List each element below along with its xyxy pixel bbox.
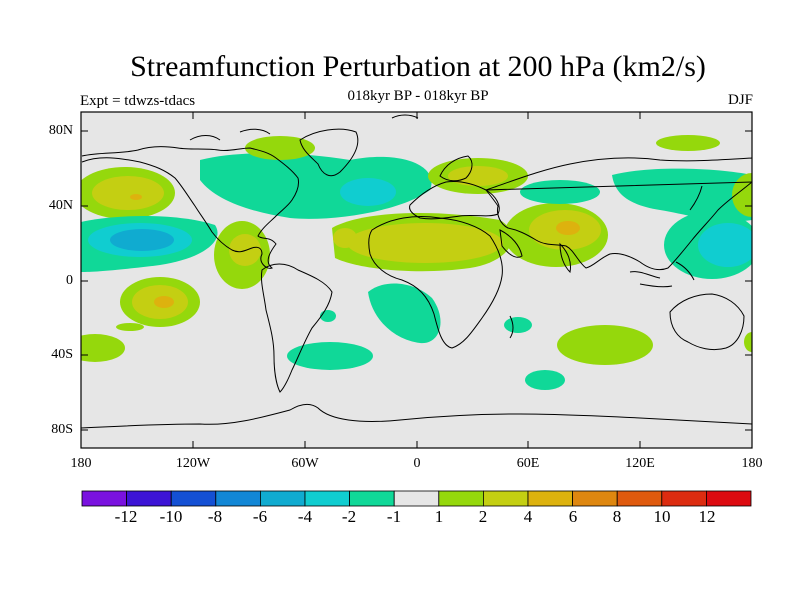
- colorbar-box: [527, 490, 573, 507]
- contour-fields: [81, 135, 752, 390]
- colorbar-label: -12: [114, 507, 138, 526]
- colorbar-label: 2: [478, 507, 488, 526]
- lon-label-60e: 60E: [516, 456, 540, 471]
- colorbar-box: [661, 490, 707, 507]
- colorbar-label: 10: [653, 507, 671, 526]
- colorbar-label: -6: [252, 507, 268, 526]
- lat-label-80s: 80S: [51, 422, 73, 437]
- colorbar-box: [572, 490, 618, 507]
- colorbar: [81, 490, 752, 507]
- contour-indian: [557, 325, 653, 365]
- colorbar-box: [259, 490, 306, 507]
- colorbar-label: 12: [698, 507, 716, 526]
- lat-label-40n: 40N: [48, 198, 73, 213]
- lon-label-180e: 180: [741, 456, 763, 471]
- lon-ticks: [192, 112, 641, 448]
- colorbar-box: [349, 490, 395, 507]
- lat-label-80n: 80N: [48, 123, 73, 138]
- lat-label-0: 0: [66, 273, 73, 288]
- lon-label-120e: 120E: [625, 456, 655, 471]
- colorbar-box: [393, 490, 440, 507]
- lat-ticks: [81, 130, 752, 431]
- colorbar-box: [81, 490, 127, 507]
- colorbar-label: -2: [341, 507, 357, 526]
- colorbar-box: [215, 490, 261, 507]
- plot-title: Streamfunction Perturbation at 200 hPa (…: [130, 50, 706, 83]
- colorbar-box: [170, 490, 217, 507]
- colorbar-box: [616, 490, 663, 507]
- colorbar-box: [482, 490, 529, 507]
- lon-label-0: 0: [413, 456, 421, 471]
- colorbar-box: [706, 490, 752, 507]
- season-label: DJF: [727, 92, 753, 108]
- colorbar-label: 6: [568, 507, 578, 526]
- colorbar-box: [304, 490, 350, 507]
- colorbar-label: 4: [523, 507, 533, 526]
- coastlines: [81, 114, 752, 429]
- colorbar-box: [438, 490, 484, 507]
- colorbar-label: -10: [159, 507, 183, 526]
- map-background: [81, 112, 752, 448]
- lon-label-120w: 120W: [175, 456, 211, 471]
- colorbar-label: -4: [297, 507, 313, 526]
- lat-label-40s: 40S: [51, 347, 73, 362]
- lon-label-180w: 180: [70, 456, 92, 471]
- colorbar-box: [126, 490, 172, 507]
- colorbar-label: 8: [612, 507, 622, 526]
- colorbar-label: 1: [434, 507, 444, 526]
- colorbar-label: -1: [386, 507, 402, 526]
- contour-satlantic: [368, 283, 441, 344]
- contour-nwpacific: [612, 168, 752, 222]
- experiment-label: Expt = tdwzs-tdacs: [80, 93, 196, 109]
- plot-subtitle: 018kyr BP - 018kyr BP: [347, 88, 489, 104]
- lon-label-60w: 60W: [291, 456, 319, 471]
- colorbar-label: -8: [207, 507, 223, 526]
